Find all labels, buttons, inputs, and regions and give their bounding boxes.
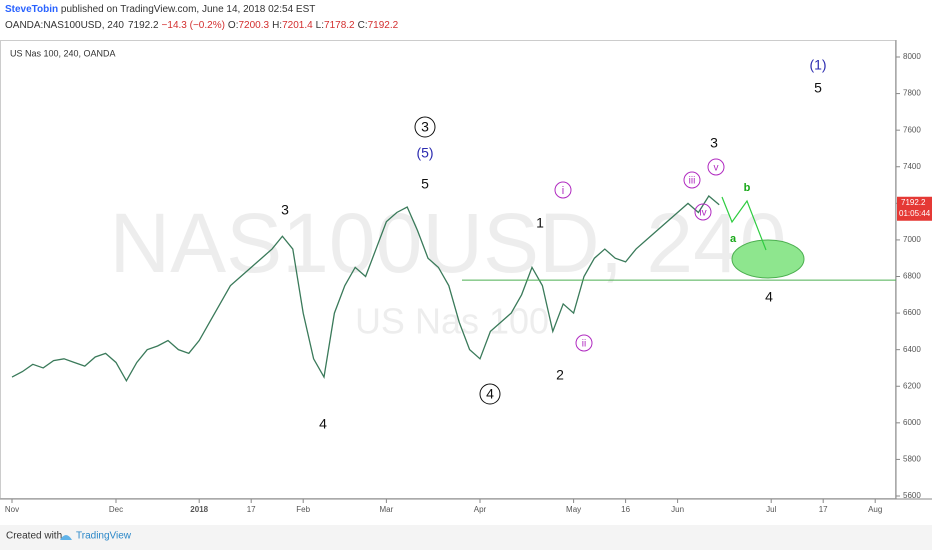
x-tick-label: 17 — [819, 505, 828, 514]
y-tick-label: 7400 — [903, 162, 921, 171]
x-tick-label: Jul — [766, 505, 776, 514]
x-tick-label: 17 — [247, 505, 256, 514]
y-tick-label: 6200 — [903, 381, 921, 390]
x-tick-label: Nov — [5, 505, 19, 514]
x-tick-label: 16 — [621, 505, 630, 514]
y-tick-label: 7000 — [903, 235, 921, 244]
footer-bar — [0, 525, 932, 550]
l-label: L: — [316, 20, 324, 31]
wave-label: 5 — [814, 80, 822, 96]
x-tick-label: May — [566, 505, 581, 514]
wave-label: a — [730, 233, 737, 245]
price-tag — [897, 196, 932, 221]
y-tick-label: 6400 — [903, 345, 921, 354]
wave-label: 4 — [319, 416, 327, 432]
change: −14.3 (−0.2%) — [162, 20, 225, 31]
x-tick-label: 2018 — [190, 505, 208, 514]
l: 7178.2 — [324, 20, 355, 31]
wave-label: 4 — [765, 289, 773, 305]
x-tick-label: Dec — [109, 505, 123, 514]
wave-circle — [575, 334, 593, 352]
x-tick-label: Jun — [671, 505, 684, 514]
wave-label: b — [744, 182, 751, 194]
price-tag-value: 7192.2 — [901, 198, 926, 207]
wave-circle — [683, 171, 701, 189]
y-tick-label: 5800 — [903, 455, 921, 464]
chart-title: US Nas 100, 240, OANDA — [10, 48, 116, 58]
wave-label: (5) — [416, 145, 433, 161]
c: 7192.2 — [368, 20, 399, 31]
watermark: NAS100USD, 240 — [109, 196, 786, 290]
watermark-sub: US Nas 100 — [355, 301, 549, 342]
wave-circle — [479, 383, 501, 405]
wave-label: iii — [689, 176, 696, 187]
y-tick-label: 7800 — [903, 89, 921, 98]
wave-label: iv — [699, 208, 706, 219]
y-tick-label: 5600 — [903, 491, 921, 500]
price-line — [11, 195, 720, 383]
x-tick-label: Mar — [380, 505, 394, 514]
projection — [721, 196, 767, 251]
h-label: H: — [272, 20, 282, 31]
wave-label: 3 — [281, 202, 289, 218]
wave-label: 3 — [421, 119, 429, 135]
x-tick-label: Apr — [474, 505, 487, 514]
x-tick-label: Aug — [868, 505, 882, 514]
wave-circle — [414, 116, 436, 138]
wave-label: 4 — [486, 386, 494, 402]
wave-label: 3 — [710, 135, 718, 151]
footer-created: Created with — [6, 531, 62, 542]
y-tick-label: 6000 — [903, 418, 921, 427]
c-label: C: — [358, 20, 368, 31]
y-tick-label: 8000 — [903, 52, 921, 61]
o-label: O: — [228, 20, 239, 31]
wave-label: v — [714, 163, 719, 174]
author[interactable]: SteveTobin — [5, 4, 58, 15]
header-line: SteveTobin published on TradingView.com,… — [5, 4, 315, 15]
h: 7201.4 — [282, 20, 313, 31]
wave-label: ii — [582, 339, 586, 350]
y-tick-label: 6800 — [903, 272, 921, 281]
wave-circle — [707, 158, 725, 176]
o: 7200.3 — [238, 20, 269, 31]
x-tick-label: Feb — [296, 505, 310, 514]
symbol: OANDA:NAS100USD, 240 — [5, 20, 124, 31]
ohlc-line: OANDA:NAS100USD, 240 7192.2 −14.3 (−0.2%) O… — [5, 20, 399, 31]
wave-label: 1 — [536, 215, 544, 231]
target-zone — [731, 239, 805, 279]
y-tick-label: 7600 — [903, 125, 921, 134]
wave-label: 5 — [421, 176, 429, 192]
wave-label: i — [562, 185, 564, 197]
published: published on TradingView.com, June 14, 2… — [58, 4, 315, 15]
wave-label: 2 — [556, 367, 564, 383]
wave-circle — [554, 181, 572, 199]
footer-brand[interactable]: TradingView — [76, 531, 132, 542]
last: 7192.2 — [128, 20, 159, 31]
wave-label: (1) — [809, 57, 826, 73]
y-tick-label: 6600 — [903, 308, 921, 317]
wave-circle — [694, 203, 712, 221]
footer-logo — [60, 535, 72, 540]
price-tag-countdown: 01:05:44 — [899, 209, 931, 218]
